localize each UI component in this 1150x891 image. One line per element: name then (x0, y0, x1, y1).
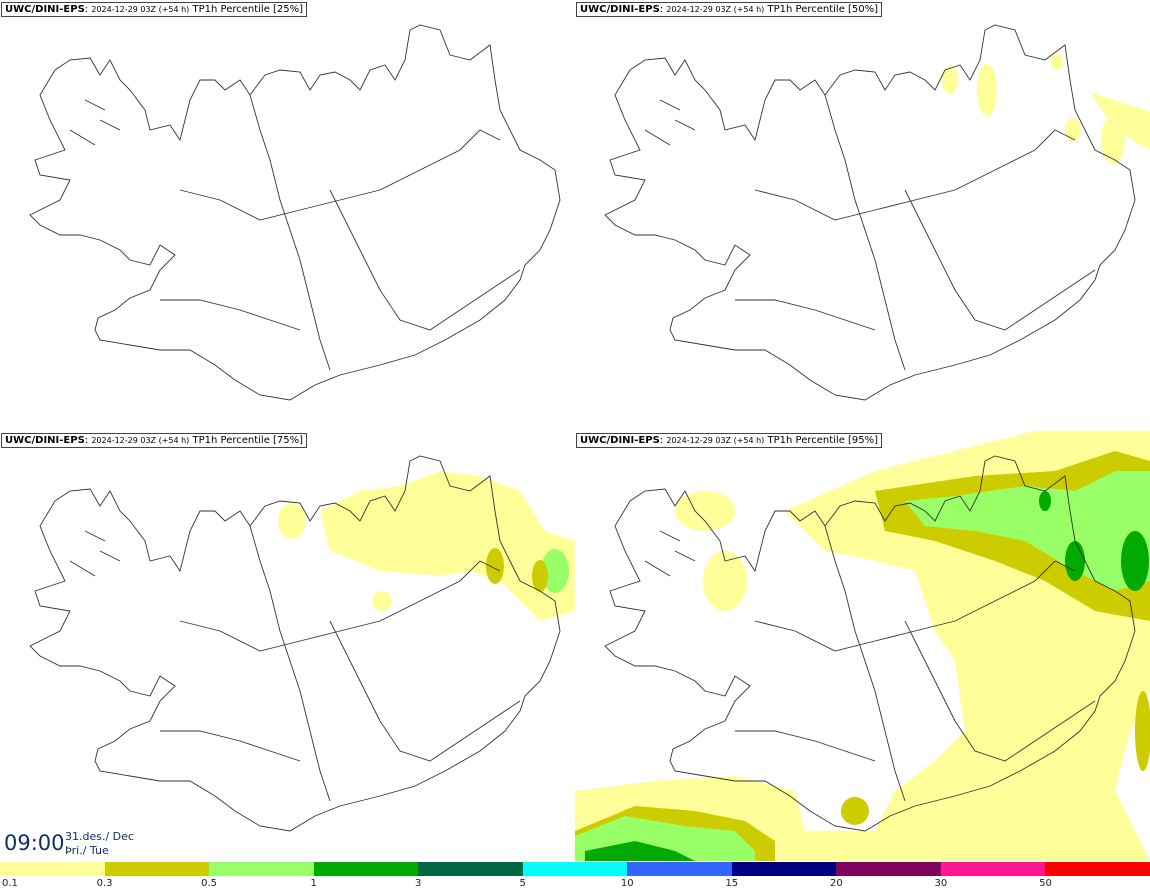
date-line-2: Þri./ Tue (65, 844, 109, 857)
legend-color-4 (418, 862, 523, 876)
valid-time: 09:00 (4, 831, 65, 855)
panel-title: UWC/DINI-EPS: 2024-12-29 03Z (+54 h) TP1… (576, 2, 883, 17)
legend-color-9 (940, 862, 1046, 876)
iceland-map-95 (575, 431, 1150, 861)
map-panel-50: UWC/DINI-EPS: 2024-12-29 03Z (+54 h) TP1… (575, 0, 1150, 430)
legend-tick-label: 0.1 (2, 878, 18, 889)
legend-color-6 (627, 862, 732, 876)
valid-date: 31.des./ Dec Þri./ Tue (65, 830, 134, 858)
legend-tick-label: 3 (414, 878, 422, 889)
legend-color-1 (104, 862, 210, 876)
legend-tick-label: 1 (310, 878, 317, 889)
legend-color-2 (209, 862, 314, 876)
legend-tick-label: 10 (620, 878, 634, 889)
time-box: 09:00 31.des./ Dec Þri./ Tue (0, 825, 134, 861)
panel-title: UWC/DINI-EPS: 2024-12-29 03Z (+54 h) TP1… (1, 2, 308, 17)
legend-tick-label: 5 (519, 878, 526, 889)
legend-tick-label: 50 (1039, 878, 1052, 889)
map-panel-95: UWC/DINI-EPS: 2024-12-29 03Z (+54 h) TP1… (575, 431, 1150, 861)
legend-tick-label: 20 (829, 878, 843, 889)
legend-tick-label: 0.5 (201, 878, 218, 889)
iceland-map-50 (604, 24, 1150, 401)
legend-color-0 (0, 862, 105, 876)
panel-title: UWC/DINI-EPS: 2024-12-29 03Z (+54 h) TP1… (1, 433, 308, 448)
legend-tick-label: 30 (934, 878, 948, 889)
iceland-map-25 (29, 24, 561, 401)
precip-layer (942, 54, 1150, 164)
legend-color-7 (731, 862, 837, 876)
map-panel-25: UWC/DINI-EPS: 2024-12-29 03Z (+54 h) TP1… (0, 0, 575, 430)
legend-color-3 (313, 862, 419, 876)
map-panel-75: UWC/DINI-EPS: 2024-12-29 03Z (+54 h) TP1… (0, 431, 575, 861)
legend-color-8 (836, 862, 941, 876)
legend-tick-label: 0.3 (96, 878, 113, 889)
legend-color-10 (1045, 862, 1150, 876)
iceland-map-75 (29, 455, 575, 832)
legend-color-5 (522, 862, 628, 876)
precip-layer (278, 471, 575, 621)
color-legend: 0.1 0.3 0.5 1 3 5 10 15 20 30 50 (0, 862, 1150, 891)
legend-tick-label: 15 (725, 878, 739, 889)
precip-layer (575, 431, 1150, 861)
date-line-1: 31.des./ Dec (65, 830, 134, 843)
panel-title: UWC/DINI-EPS: 2024-12-29 03Z (+54 h) TP1… (576, 433, 883, 448)
